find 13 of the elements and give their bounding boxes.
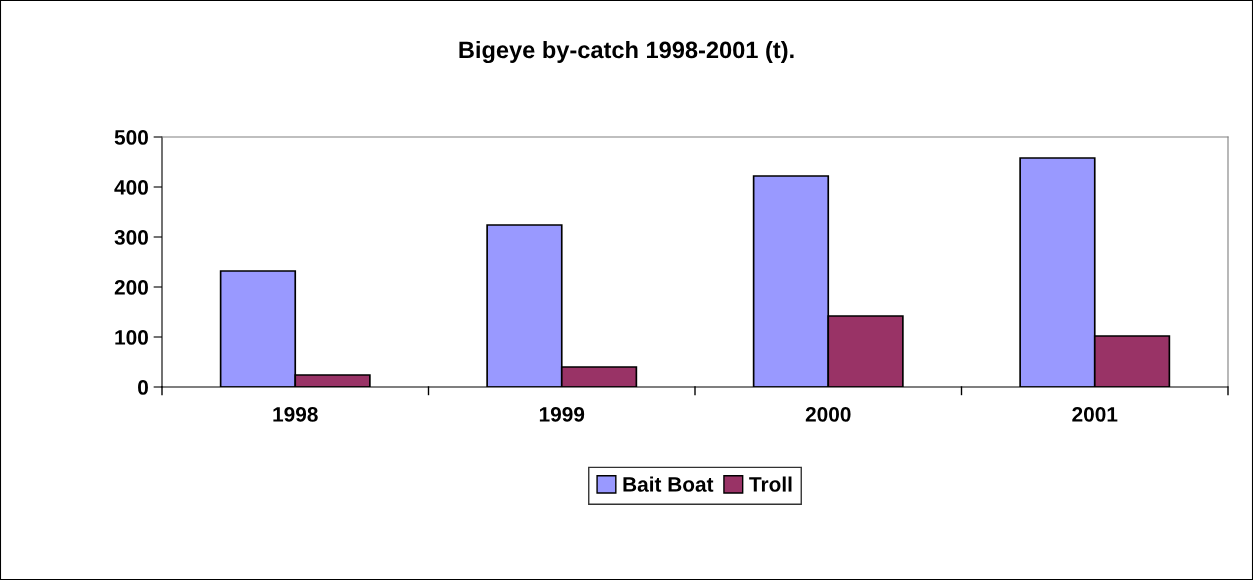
x-tick-label: 2001 — [1072, 406, 1118, 422]
y-tick-label: 0 — [138, 380, 148, 395]
x-tick-label: 1998 — [273, 406, 318, 422]
chart-title: Bigeye by-catch 1998-2001 (t). — [459, 40, 794, 64]
y-tick-label: 500 — [114, 130, 148, 145]
x-tick-label: 2000 — [805, 406, 851, 422]
y-tick-label: 300 — [114, 230, 148, 245]
x-tick-label: 1999 — [539, 406, 585, 422]
y-tick-label: 400 — [114, 180, 148, 195]
legend-label: Troll — [749, 476, 792, 492]
legend-label: Bait Boat — [623, 476, 714, 492]
y-tick-label: 200 — [114, 280, 148, 295]
y-tick-label: 100 — [115, 330, 148, 345]
